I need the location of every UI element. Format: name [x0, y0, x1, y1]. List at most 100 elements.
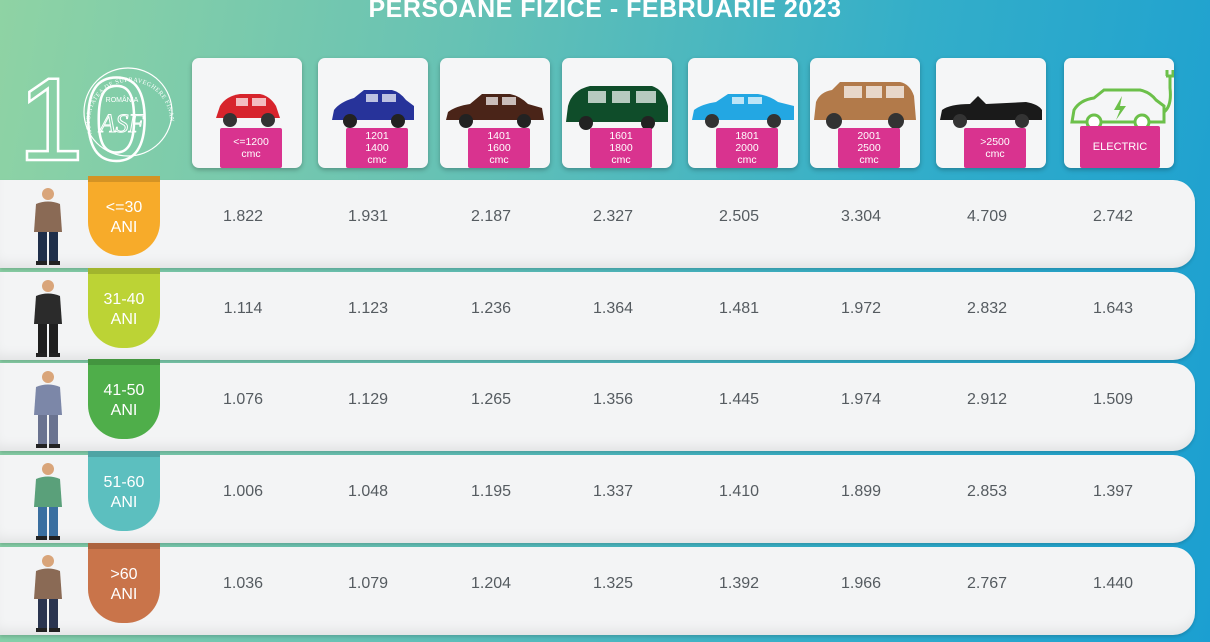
premium-value: 2.742 — [1092, 208, 1134, 225]
car-suv-icon — [814, 82, 916, 129]
premium-value: 2.832 — [966, 300, 1008, 317]
engine-capacity-label: 1401 1600 cmc — [468, 128, 530, 168]
age-unit: ANI — [110, 586, 138, 603]
premium-value: 1.481 — [718, 300, 760, 317]
premium-value: 2.767 — [966, 575, 1008, 592]
premium-value: 1.129 — [347, 391, 389, 408]
premium-value: 1.364 — [592, 300, 634, 317]
capacity-line-3: cmc — [737, 154, 757, 166]
capacity-line-1: <=1200 — [233, 136, 269, 148]
premium-value: 1.509 — [1092, 391, 1134, 408]
table-row: <=30 ANI 1.822 1.931 2.187 2.327 2.505 3.304 4.7… — [0, 176, 1195, 268]
vehicle-card-car-coupe: 1801 2000 cmc — [688, 58, 798, 168]
capacity-line-2: 1800 — [609, 142, 633, 154]
capacity-line-1: ELECTRIC — [1092, 141, 1148, 153]
age-group-badge: 41-50 ANI — [88, 359, 160, 439]
person-icon — [34, 280, 62, 357]
age-range: 41-50 — [103, 382, 145, 399]
age-group-badge: <=30 ANI — [88, 176, 160, 256]
capacity-line-1: 2001 — [857, 130, 881, 142]
premium-value: 1.114 — [223, 300, 263, 317]
premium-value: 1.966 — [840, 575, 882, 592]
logo-country: ROMÂNIA — [106, 95, 139, 104]
capacity-line-2: 1600 — [487, 142, 511, 154]
premium-value: 1.325 — [592, 575, 634, 592]
premium-value: 1.048 — [347, 483, 389, 500]
person-icon — [34, 555, 62, 632]
vehicle-card-car-small: <=1200 cmc — [192, 58, 302, 168]
premium-value: 1.822 — [222, 208, 264, 225]
age-group-badge: 51-60 ANI — [88, 451, 160, 531]
vehicle-card-car-minivan: 1601 1800 cmc — [562, 58, 672, 168]
premium-value: 1.356 — [592, 391, 634, 408]
capacity-line-1: >2500 — [980, 136, 1010, 148]
age-group-badge: >60 ANI — [88, 543, 160, 623]
car-small-icon — [216, 94, 280, 127]
capacity-line-1: 1401 — [487, 130, 511, 142]
premium-value: 1.931 — [347, 208, 389, 225]
vehicle-card-car-electric: ELECTRIC — [1064, 58, 1174, 168]
premium-value: 1.440 — [1092, 575, 1134, 592]
premium-value: 1.392 — [718, 575, 760, 592]
age-unit: ANI — [110, 402, 138, 419]
capacity-line-1: 1201 — [365, 130, 389, 142]
premium-value: 1.195 — [470, 483, 512, 500]
age-group-badge: 31-40 ANI — [88, 268, 160, 348]
car-compact-icon — [332, 90, 414, 128]
premium-value: 2.853 — [966, 483, 1008, 500]
engine-capacity-label: >2500 cmc — [964, 128, 1026, 168]
premium-value: 1.006 — [222, 483, 264, 500]
car-sedan-icon — [446, 94, 544, 128]
premium-value: 1.445 — [718, 391, 760, 408]
table-row: >60 ANI 1.036 1.079 1.204 1.325 1.392 1.966 2.76… — [0, 543, 1195, 635]
premium-value: 1.204 — [470, 575, 512, 592]
premium-value: 1.974 — [840, 391, 882, 408]
premium-value: 2.912 — [966, 391, 1008, 408]
age-unit: ANI — [110, 219, 138, 236]
capacity-line-3: cmc — [367, 154, 387, 166]
capacity-line-2: 1400 — [365, 142, 389, 154]
premium-value: 4.709 — [966, 208, 1008, 225]
capacity-line-3: cmc — [611, 154, 631, 166]
person-icon — [34, 188, 62, 265]
person-icon — [34, 371, 62, 448]
capacity-line-2: 2000 — [735, 142, 759, 154]
table-row: 31-40 ANI 1.114 1.123 1.236 1.364 1.481 1.972 2.… — [0, 268, 1195, 360]
premium-value: 3.304 — [840, 208, 882, 225]
capacity-line-2: cmc — [241, 148, 261, 160]
logo-monogram: ASF — [98, 109, 146, 138]
vehicle-card-car-compact: 1201 1400 cmc — [318, 58, 428, 168]
age-range: 51-60 — [103, 474, 145, 491]
premium-value: 2.327 — [592, 208, 634, 225]
premium-value: 1.036 — [222, 575, 264, 592]
premium-value: 1.079 — [347, 575, 389, 592]
table-row: 41-50 ANI 1.076 1.129 1.265 1.356 1.445 1.974 2.… — [0, 359, 1195, 451]
premium-value: 1.397 — [1092, 483, 1134, 500]
engine-capacity-label: <=1200 cmc — [220, 128, 282, 168]
premium-value: 1.236 — [470, 300, 512, 317]
vehicle-card-car-convertible: >2500 cmc — [936, 58, 1046, 168]
premium-value: 1.265 — [470, 391, 512, 408]
age-unit: ANI — [110, 494, 138, 511]
capacity-line-1: 1601 — [609, 130, 633, 142]
car-minivan-icon — [566, 86, 668, 130]
premium-value: 2.187 — [470, 208, 512, 225]
engine-capacity-label: 1801 2000 cmc — [716, 128, 778, 168]
table-row: 51-60 ANI 1.006 1.048 1.195 1.337 1.410 1.899 2.… — [0, 451, 1195, 543]
car-convertible-icon — [940, 96, 1042, 128]
premium-value: 1.123 — [347, 300, 389, 317]
premium-value: 1.076 — [222, 391, 264, 408]
premium-value: 1.972 — [840, 300, 882, 317]
age-range: >60 — [110, 566, 138, 583]
capacity-line-2: cmc — [985, 148, 1005, 160]
premium-value: 1.643 — [1092, 300, 1134, 317]
premium-value: 1.410 — [718, 483, 760, 500]
age-unit: ANI — [110, 311, 138, 328]
asf-logo: 10 AUTORITATEA DE SUPRAVEGHERE FINANCIAR… — [18, 56, 175, 168]
age-range: <=30 — [105, 199, 143, 216]
vehicle-card-car-suv: 2001 2500 cmc — [810, 58, 920, 168]
premium-value: 2.505 — [718, 208, 760, 225]
engine-capacity-label: 1601 1800 cmc — [590, 128, 652, 168]
premium-value: 1.899 — [840, 483, 882, 500]
